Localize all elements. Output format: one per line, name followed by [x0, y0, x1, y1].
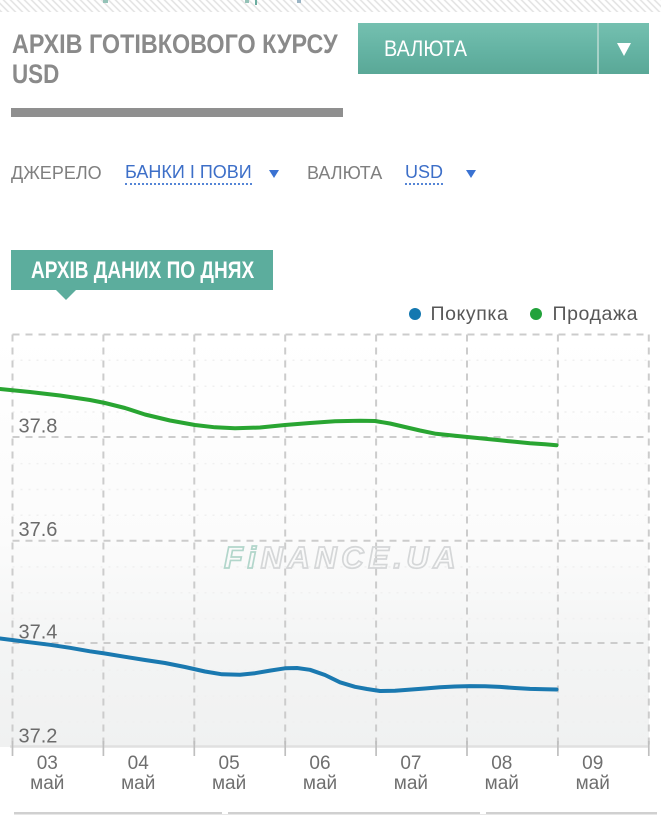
svg-text:май: май [303, 773, 337, 794]
svg-text:04: 04 [128, 753, 150, 774]
svg-text:37.2: 37.2 [19, 725, 58, 747]
svg-text:май: май [394, 773, 428, 794]
svg-text:09: 09 [582, 753, 603, 774]
svg-text:37.8: 37.8 [19, 415, 58, 437]
svg-text:37.6: 37.6 [19, 519, 58, 541]
svg-text:FiNANCE.UA: FiNANCE.UA [224, 540, 460, 575]
svg-text:08: 08 [491, 753, 512, 774]
svg-text:05: 05 [219, 753, 240, 774]
svg-text:37.4: 37.4 [19, 621, 58, 643]
svg-text:май: май [30, 773, 64, 794]
svg-text:03: 03 [37, 753, 58, 774]
svg-text:07: 07 [400, 753, 421, 774]
svg-text:май: май [576, 773, 610, 794]
svg-text:май: май [485, 773, 519, 794]
svg-text:май: май [212, 773, 246, 794]
svg-text:май: май [121, 773, 155, 794]
svg-text:06: 06 [309, 753, 330, 774]
